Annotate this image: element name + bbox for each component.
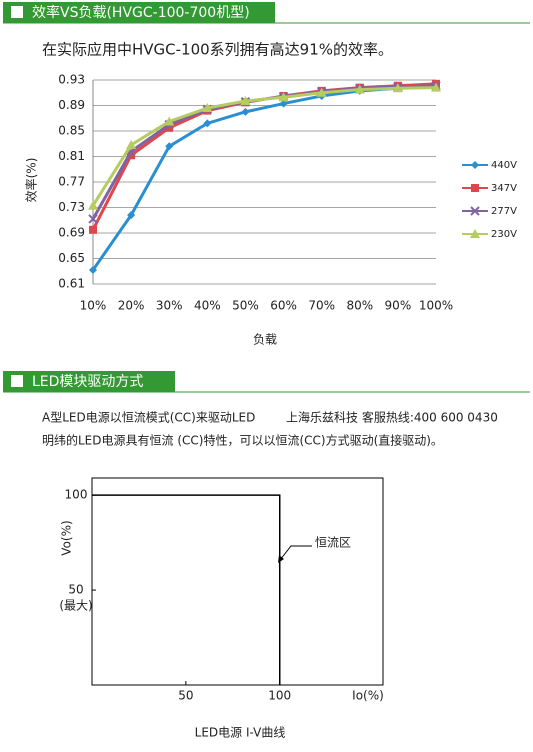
legend-label: 230V <box>491 229 517 240</box>
marker <box>127 211 136 220</box>
y-tick-label: 0.69 <box>58 226 85 240</box>
marker <box>316 87 327 97</box>
legend-label: 277V <box>491 206 517 217</box>
y-tick-label: 100 <box>65 488 88 502</box>
y-tick-label: 0.73 <box>58 200 85 214</box>
x-tick-label: 70% <box>308 299 335 313</box>
x-tick-label: 100 <box>268 689 291 703</box>
marker <box>202 103 213 113</box>
marker <box>88 200 98 210</box>
marker <box>89 265 97 274</box>
marker <box>89 225 97 234</box>
y-tick-label: 0.93 <box>58 73 85 87</box>
body-text: 明纬的LED电源具有恒流 (CC)特性，可以以恒流(CC)方式驱动(直接驱动)。 <box>42 433 443 448</box>
marker <box>471 161 479 169</box>
x-axis-label: Io(%) <box>352 689 384 703</box>
x-tick-label: 20% <box>118 299 145 313</box>
x-tick-label: 10% <box>80 299 107 313</box>
marker <box>392 83 403 93</box>
series-line <box>91 84 437 271</box>
marker <box>165 142 174 151</box>
marker <box>164 116 175 126</box>
marker <box>126 140 137 150</box>
header-icon <box>11 6 23 18</box>
x-tick-label: 50% <box>232 299 259 313</box>
annotation: 恒流区 <box>315 536 351 550</box>
series-line <box>91 86 437 207</box>
y-axis-label: 效率(%) <box>24 158 39 203</box>
chart-caption: LED电源 I-V曲线 <box>195 726 286 740</box>
y-tick-label: 50 <box>68 583 83 597</box>
marker <box>431 82 441 92</box>
marker <box>279 99 288 108</box>
leader-line <box>279 545 312 561</box>
marker <box>88 214 98 224</box>
header-bar <box>3 2 275 23</box>
arrow-head <box>278 555 284 563</box>
y-tick-label: 0.77 <box>58 175 85 189</box>
marker <box>240 96 251 106</box>
legend-label: 440V <box>491 160 517 171</box>
marker <box>470 229 480 238</box>
marker <box>241 107 250 116</box>
y-tick-label: 0.65 <box>58 251 85 265</box>
x-axis-label: 负载 <box>253 333 277 347</box>
y-tick-label: 0.81 <box>58 149 85 163</box>
y-axis-label: Vo(%) <box>60 520 74 555</box>
marker <box>471 184 479 192</box>
marker <box>354 84 365 94</box>
header-bar <box>3 371 175 392</box>
marker <box>127 151 136 160</box>
plot-frame <box>91 477 384 686</box>
y-tick-label: 0.61 <box>58 277 85 291</box>
y-tick-note: (最大) <box>59 599 92 613</box>
x-tick-label: 60% <box>270 299 297 313</box>
x-tick-label: 50 <box>178 689 193 703</box>
x-tick-label: 30% <box>156 299 183 313</box>
section-header: 效率VS负载(HVGC-100-700机型) <box>32 4 250 21</box>
header-icon <box>11 375 23 387</box>
section-header: LED模块驱动方式 <box>32 374 143 390</box>
marker <box>165 123 174 132</box>
y-tick-label: 0.89 <box>58 98 85 112</box>
iv-curve <box>92 494 281 685</box>
y-tick-label: 0.85 <box>58 124 85 138</box>
x-tick-label: 40% <box>194 299 221 313</box>
x-tick-label: 100% <box>419 299 453 313</box>
contact-text: 上海乐兹科技 客服热线:400 600 0430 <box>286 410 498 425</box>
body-text: A型LED电源以恒流模式(CC)来驱动LED <box>42 411 255 425</box>
intro-text: 在实际应用中HVGC-100系列拥有高达91%的效率。 <box>42 41 393 59</box>
marker <box>470 206 480 216</box>
marker <box>278 92 289 102</box>
x-tick-label: 90% <box>385 299 412 313</box>
legend-label: 347V <box>491 183 517 194</box>
marker <box>203 119 212 128</box>
x-tick-label: 80% <box>346 299 373 313</box>
